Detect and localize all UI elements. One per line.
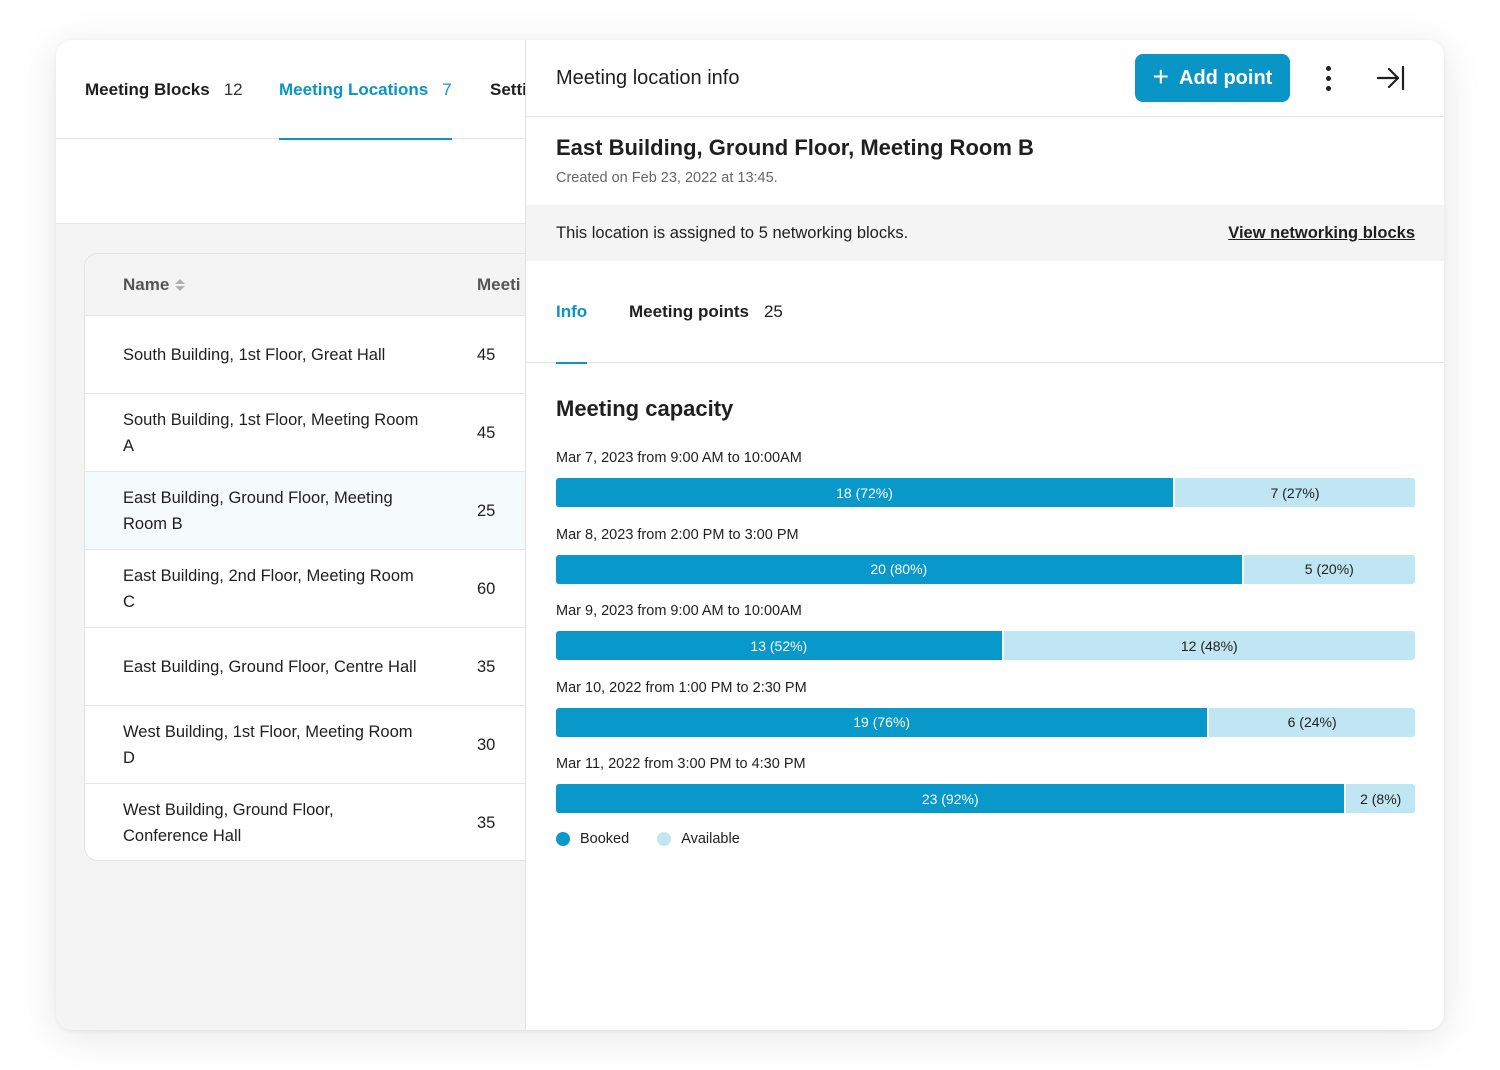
- location-name: South Building, 1st Floor, Great Hall: [123, 346, 386, 364]
- name-column-header[interactable]: Name: [123, 254, 186, 316]
- tab-info[interactable]: Info: [556, 261, 588, 364]
- locations-table: Name Meeti South Building, 1st Floor, Gr…: [84, 253, 564, 861]
- capacity-row: Mar 7, 2023 from 9:00 AM to 10:00AM 18 (7…: [556, 448, 1415, 525]
- meeting-points-count: 35: [477, 657, 496, 676]
- available-segment: 5 (20%): [1243, 554, 1415, 584]
- location-name: East Building, Ground Floor, Centre Hall: [123, 658, 417, 676]
- meeting-points-count: 25: [477, 501, 496, 520]
- legend-available: Available: [657, 831, 740, 847]
- locations-list-panel: Meeting Blocks 12 Meeting Locations 7 Se…: [56, 40, 564, 1030]
- add-point-button[interactable]: + Add point: [1135, 54, 1290, 102]
- location-name: West Building, 1st Floor, Meeting Room D: [123, 723, 413, 767]
- available-segment: 12 (48%): [1003, 631, 1415, 660]
- view-networking-blocks-link[interactable]: View networking blocks: [1228, 223, 1415, 242]
- available-swatch: [657, 832, 672, 846]
- tab-count: 7: [442, 79, 452, 99]
- collapse-panel-icon[interactable]: [1376, 64, 1406, 92]
- capacity-bar: 19 (76%) 6 (24%): [556, 707, 1415, 737]
- column-label: Meeti: [477, 275, 521, 294]
- tab-label: Setti: [490, 79, 527, 99]
- legend-booked: Booked: [556, 831, 629, 847]
- time-slot-label: Mar 8, 2023 from 2:00 PM to 3:00 PM: [556, 526, 799, 543]
- table-row-selected[interactable]: East Building, Ground Floor, Meeting Roo…: [85, 472, 563, 550]
- more-options-icon[interactable]: [1316, 62, 1340, 94]
- table-row[interactable]: West Building, 1st Floor, Meeting Room D…: [85, 706, 563, 784]
- sort-icon[interactable]: [175, 279, 186, 291]
- add-point-label: Add point: [1179, 66, 1273, 89]
- location-name: East Building, 2nd Floor, Meeting Room C: [123, 567, 414, 611]
- location-name: South Building, 1st Floor, Meeting Room …: [123, 411, 419, 455]
- capacity-row: Mar 10, 2022 from 1:00 PM to 2:30 PM 19 (…: [556, 678, 1415, 755]
- capacity-bar: 23 (92%) 2 (8%): [556, 784, 1415, 813]
- time-slot-label: Mar 9, 2023 from 9:00 AM to 10:00AM: [556, 603, 802, 619]
- capacity-bar: 20 (80%) 5 (20%): [556, 554, 1415, 584]
- location-title: East Building, Ground Floor, Meeting Roo…: [556, 135, 1034, 160]
- left-header: Meeting Blocks 12 Meeting Locations 7 Se…: [56, 40, 527, 224]
- legend-label: Available: [681, 831, 740, 847]
- booked-segment: 19 (76%): [556, 707, 1208, 737]
- time-slot-label: Mar 7, 2023 from 9:00 AM to 10:00AM: [556, 450, 802, 466]
- tab-count: 12: [223, 79, 243, 99]
- booked-segment: 13 (52%): [556, 631, 1002, 660]
- table-row[interactable]: South Building, 1st Floor, Great Hall 45: [85, 316, 563, 394]
- booked-segment: 18 (72%): [556, 478, 1174, 507]
- available-segment: 6 (24%): [1209, 707, 1415, 737]
- column-label: Name: [123, 275, 170, 294]
- tab-label: Meeting Locations: [279, 79, 429, 99]
- available-segment: 2 (8%): [1346, 784, 1415, 813]
- tab-label: Meeting points: [629, 302, 749, 321]
- drawer-tabs: Info Meeting points 25: [526, 261, 1444, 364]
- drawer-title: Meeting location info: [556, 67, 740, 89]
- drawer-header: Meeting location info + Add point: [526, 40, 1444, 117]
- tab-meeting-blocks[interactable]: Meeting Blocks 12: [85, 40, 243, 139]
- tab-settings[interactable]: Setti: [490, 40, 527, 139]
- capacity-row: Mar 9, 2023 from 9:00 AM to 10:00AM 13 (5…: [556, 601, 1415, 678]
- table-row[interactable]: East Building, Ground Floor, Centre Hall…: [85, 628, 563, 706]
- assignment-banner: This location is assigned to 5 networkin…: [526, 205, 1444, 261]
- booked-segment: 20 (80%): [556, 554, 1242, 584]
- capacity-row: Mar 8, 2023 from 2:00 PM to 3:00 PM 20 (8…: [556, 525, 1415, 602]
- tab-label: Info: [556, 302, 588, 321]
- table-row[interactable]: West Building, Ground Floor, Conference …: [85, 784, 563, 860]
- table-row[interactable]: South Building, 1st Floor, Meeting Room …: [85, 394, 563, 472]
- booked-swatch: [556, 832, 570, 846]
- location-info-drawer: Meeting location info + Add point East B…: [525, 40, 1444, 1030]
- location-name: East Building, Ground Floor, Meeting Roo…: [123, 489, 393, 533]
- meeting-points-count: 60: [477, 579, 496, 598]
- app-window: Meeting Blocks 12 Meeting Locations 7 Se…: [56, 40, 1444, 1030]
- tab-count: 25: [763, 302, 783, 321]
- assignment-text: This location is assigned to 5 networkin…: [556, 223, 909, 242]
- legend-label: Booked: [580, 831, 630, 847]
- meeting-points-count: 45: [477, 423, 496, 442]
- meeting-points-count: 30: [477, 735, 496, 754]
- capacity-chart: Mar 7, 2023 from 9:00 AM to 10:00AM 18 (7…: [556, 448, 1415, 831]
- meeting-points-count: 35: [477, 813, 496, 832]
- time-slot-label: Mar 11, 2022 from 3:00 PM to 4:30 PM: [556, 756, 806, 772]
- time-slot-label: Mar 10, 2022 from 1:00 PM to 2:30 PM: [556, 679, 807, 696]
- capacity-bar: 13 (52%) 12 (48%): [556, 631, 1415, 660]
- location-name: West Building, Ground Floor, Conference …: [123, 801, 334, 845]
- tab-meeting-locations[interactable]: Meeting Locations 7: [279, 40, 452, 140]
- plus-icon: +: [1152, 60, 1170, 92]
- capacity-title: Meeting capacity: [556, 396, 734, 421]
- meeting-points-column-header[interactable]: Meeti: [477, 254, 520, 316]
- left-tabs: Meeting Blocks 12 Meeting Locations 7 Se…: [56, 40, 527, 140]
- meeting-points-count: 45: [477, 345, 496, 364]
- capacity-row: Mar 11, 2022 from 3:00 PM to 4:30 PM 23 (…: [556, 754, 1415, 831]
- tab-label: Meeting Blocks: [85, 79, 210, 99]
- table-header: Name Meeti: [85, 254, 563, 316]
- created-date: Created on Feb 23, 2022 at 13:45.: [556, 170, 778, 186]
- tab-meeting-points[interactable]: Meeting points 25: [629, 261, 783, 363]
- capacity-bar: 18 (72%) 7 (27%): [556, 478, 1415, 507]
- booked-segment: 23 (92%): [556, 784, 1345, 813]
- available-segment: 7 (27%): [1175, 478, 1415, 507]
- chart-legend: Booked Available: [556, 831, 740, 847]
- table-row[interactable]: East Building, 2nd Floor, Meeting Room C…: [85, 550, 563, 628]
